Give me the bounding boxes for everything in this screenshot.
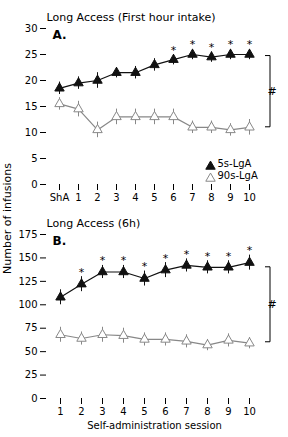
html-text:Number of infusions: Number of infusions <box>0 163 14 274</box>
svg-text:*: * <box>190 38 196 51</box>
svg-text:Self-administration session: Self-administration session <box>87 420 222 431</box>
svg-text:1: 1 <box>75 192 81 203</box>
svg-text:*: * <box>209 41 215 54</box>
svg-text:175: 175 <box>18 229 37 240</box>
svg-text:B.: B. <box>53 234 67 248</box>
svg-text:10: 10 <box>25 127 38 138</box>
svg-text:7: 7 <box>189 192 195 203</box>
svg-text:*: * <box>226 250 232 263</box>
svg-text:100: 100 <box>18 299 37 310</box>
svg-text:*: * <box>100 254 106 267</box>
svg-text:4: 4 <box>132 192 138 203</box>
svg-text:*: * <box>205 250 211 263</box>
svg-text:6: 6 <box>162 406 168 417</box>
svg-text:90s-LgA: 90s-LgA <box>218 170 258 181</box>
svg-text:7: 7 <box>183 406 189 417</box>
svg-text:150: 150 <box>18 252 37 263</box>
svg-text:5s-LgA: 5s-LgA <box>218 158 252 169</box>
svg-text:*: * <box>142 260 148 273</box>
svg-text:A.: A. <box>53 28 67 42</box>
svg-text:0: 0 <box>31 393 37 404</box>
svg-text:8: 8 <box>208 192 214 203</box>
svg-text:3: 3 <box>113 192 119 203</box>
svg-text:50: 50 <box>25 346 38 357</box>
svg-text:10: 10 <box>243 192 256 203</box>
svg-text:9: 9 <box>225 406 231 417</box>
svg-text:125: 125 <box>18 276 37 287</box>
svg-text:8: 8 <box>204 406 210 417</box>
svg-text:*: * <box>228 38 234 51</box>
svg-text:30: 30 <box>25 23 38 34</box>
svg-text:5: 5 <box>31 153 37 164</box>
svg-text:*: * <box>184 248 190 261</box>
svg-text:*: * <box>171 44 177 57</box>
svg-text:3: 3 <box>99 406 105 417</box>
svg-text:9: 9 <box>227 192 233 203</box>
svg-text:25: 25 <box>25 369 38 380</box>
svg-text:1: 1 <box>57 406 63 417</box>
svg-text:2: 2 <box>78 406 84 417</box>
svg-text:25: 25 <box>25 49 38 60</box>
svg-text:#: # <box>267 85 276 98</box>
svg-text:*: * <box>163 252 169 265</box>
svg-text:Long Access (6h): Long Access (6h) <box>47 217 141 230</box>
svg-text:#: # <box>267 298 276 311</box>
svg-text:4: 4 <box>120 406 126 417</box>
svg-text:*: * <box>79 266 85 279</box>
svg-text:*: * <box>247 38 253 51</box>
svg-text:*: * <box>121 254 127 267</box>
svg-text:10: 10 <box>243 406 256 417</box>
svg-text:0: 0 <box>31 179 37 190</box>
svg-text:6: 6 <box>170 192 176 203</box>
svg-text:15: 15 <box>25 101 38 112</box>
svg-text:*: * <box>247 244 253 257</box>
svg-text:2: 2 <box>94 192 100 203</box>
svg-text:Long Access (First hour intake: Long Access (First hour intake) <box>47 11 216 24</box>
svg-text:20: 20 <box>25 75 38 86</box>
svg-text:5: 5 <box>141 406 147 417</box>
svg-text:5: 5 <box>151 192 157 203</box>
svg-text:ShA: ShA <box>50 192 70 203</box>
svg-text:75: 75 <box>25 322 38 333</box>
